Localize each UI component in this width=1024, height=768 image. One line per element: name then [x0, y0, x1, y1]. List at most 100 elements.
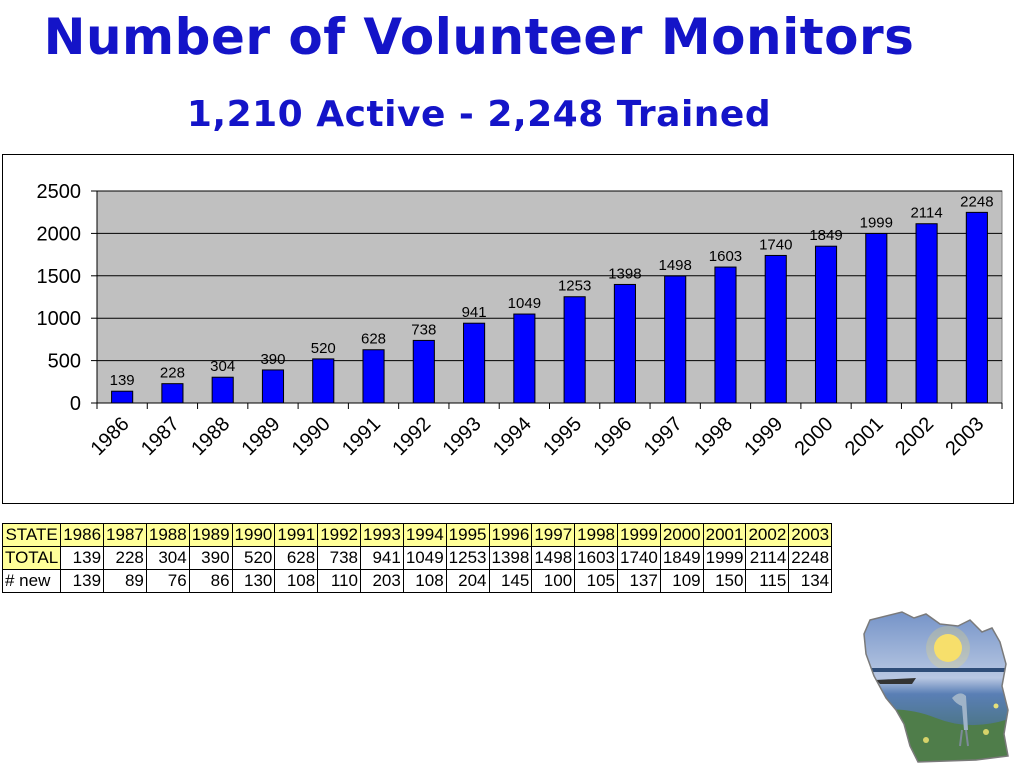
x-tick-label: 2001	[841, 413, 888, 460]
table-row: # new 139 89 76 86 130 108 110 203 108 204 145 100 10…	[1, 569, 833, 593]
x-tick-label: 1995	[539, 413, 586, 460]
data-label: 1999	[860, 214, 893, 231]
table-header-cell: 1997	[531, 523, 576, 547]
data-label: 139	[110, 372, 135, 389]
table-cell: 134	[788, 569, 833, 593]
table-cell: 1603	[574, 546, 618, 570]
table-cell: 203	[360, 569, 404, 593]
bar	[161, 383, 184, 404]
bar	[513, 313, 536, 404]
table-header-cell: STATE	[1, 523, 62, 547]
x-tick-label: 1998	[690, 413, 737, 460]
x-tick-label: 1997	[640, 413, 687, 460]
table-cell: 105	[574, 569, 618, 593]
data-label: 1603	[709, 248, 742, 265]
table-cell: 738	[317, 546, 362, 570]
table-cell: 86	[188, 569, 233, 593]
table-cell: 228	[103, 546, 147, 570]
data-label: 2114	[910, 205, 942, 222]
y-tick-label: 1000	[37, 308, 82, 330]
bar	[463, 322, 486, 404]
table-header-cell: 1999	[616, 523, 661, 547]
data-table: STATE 1986 1987 1988 1989 1990 1991 1992 1993 199…	[1, 523, 833, 593]
data-label: 390	[260, 351, 285, 368]
table-cell: 941	[360, 546, 404, 570]
data-label: 304	[210, 358, 235, 375]
x-tick-label: 1987	[137, 413, 184, 460]
table-cell: 108	[402, 569, 447, 593]
bar	[261, 369, 285, 404]
table-header-cell: 1993	[360, 523, 404, 547]
table-header-cell: 1998	[574, 523, 618, 547]
table-cell: 2114	[745, 546, 790, 570]
y-tick-label: 2000	[37, 223, 82, 245]
table-cell: 108	[274, 569, 319, 593]
table-cell: 1740	[616, 546, 661, 570]
data-label: 1740	[759, 236, 792, 253]
table-header-cell: 1987	[103, 523, 147, 547]
table-header-cell: 1986	[60, 523, 105, 547]
table-cell: 1253	[445, 546, 490, 570]
data-label: 941	[462, 304, 487, 321]
data-label: 738	[411, 321, 436, 338]
data-label: 520	[311, 340, 336, 357]
table-cell: 115	[745, 569, 790, 593]
table-cell: 1498	[531, 546, 576, 570]
x-tick-label: 1996	[589, 413, 636, 460]
table-cell: 1999	[702, 546, 747, 570]
table-cell: 76	[145, 569, 190, 593]
bar	[865, 232, 888, 404]
bar	[814, 245, 838, 404]
table-header-cell: 2000	[659, 523, 704, 547]
y-tick-label: 1500	[37, 266, 82, 288]
table-cell: 89	[103, 569, 147, 593]
wisconsin-state-logo	[863, 611, 1009, 763]
table-cell: 1849	[659, 546, 704, 570]
table-row: TOTAL 139 228 304 390 520 628 738 941 1049 1253 139…	[1, 546, 833, 570]
x-tick-label: 1986	[87, 413, 134, 460]
table-cell: 520	[231, 546, 276, 570]
page-subtitle: 1,210 Active - 2,248 Trained	[186, 94, 772, 135]
table-cell: 139	[60, 569, 105, 593]
bar	[915, 223, 938, 404]
table-cell: 204	[445, 569, 490, 593]
table-header-cell: 2001	[702, 523, 747, 547]
table-row-label: # new	[1, 569, 62, 593]
table-header-row: STATE 1986 1987 1988 1989 1990 1991 1992 1993 199…	[1, 523, 833, 547]
table-cell: 1398	[488, 546, 533, 570]
table-cell: 628	[274, 546, 319, 570]
table-cell: 100	[531, 569, 576, 593]
page-title: Number of Volunteer Monitors	[43, 8, 915, 66]
table-header-cell: 2002	[745, 523, 790, 547]
table-cell: 109	[659, 569, 704, 593]
table-header-cell: 1991	[274, 523, 319, 547]
bar	[412, 339, 435, 404]
data-label: 628	[361, 331, 386, 348]
bar	[211, 376, 234, 404]
data-label: 1498	[659, 257, 692, 274]
table-cell: 130	[231, 569, 276, 593]
table-header-cell: 2003	[788, 523, 833, 547]
bar	[764, 254, 787, 404]
table-header-cell: 1989	[188, 523, 233, 547]
table-header-cell: 1994	[402, 523, 447, 547]
table-cell: 139	[60, 546, 105, 570]
table-header-cell: 1996	[488, 523, 533, 547]
y-tick-label: 0	[70, 393, 81, 415]
x-tick-label: 1993	[439, 413, 486, 460]
table-cell: 1049	[402, 546, 447, 570]
data-label: 2248	[960, 193, 993, 210]
table-header-cell: 1995	[445, 523, 490, 547]
bar	[714, 266, 737, 404]
bar	[965, 211, 988, 404]
x-tick-label: 1990	[288, 413, 335, 460]
table-cell: 2248	[788, 546, 833, 570]
bar	[312, 358, 335, 404]
table-cell: 137	[616, 569, 661, 593]
bar	[664, 275, 687, 404]
table-row-label: TOTAL	[1, 546, 62, 570]
data-label: 1398	[608, 265, 641, 282]
table-cell: 145	[488, 569, 533, 593]
table-cell: 110	[317, 569, 362, 593]
x-tick-label: 1999	[740, 413, 787, 460]
